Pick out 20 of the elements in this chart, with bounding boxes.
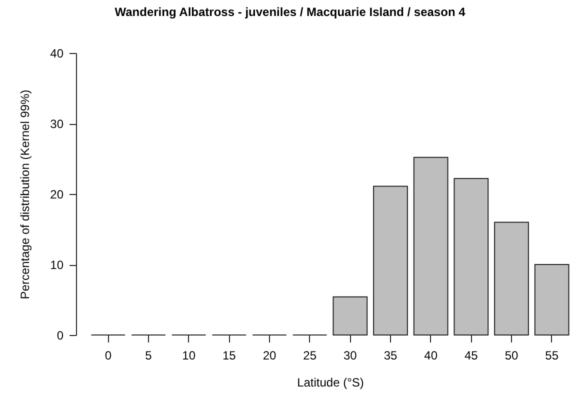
x-tick-label: 25 <box>303 348 317 362</box>
x-tick-label: 10 <box>182 348 196 362</box>
x-tick-label: 50 <box>504 348 518 362</box>
chart-title: Wandering Albatross - juveniles / Macquarie Island / season 4 <box>114 5 466 19</box>
x-tick-label: 35 <box>384 348 398 362</box>
y-tick-label: 0 <box>56 328 64 342</box>
y-tick-label: 40 <box>50 46 64 60</box>
x-tick-label: 5 <box>145 348 152 362</box>
x-tick-label: 15 <box>222 348 236 362</box>
x-tick-label: 0 <box>104 348 112 362</box>
y-tick-label: 20 <box>50 188 64 202</box>
x-tick-label: 30 <box>343 348 358 362</box>
y-tick-label: 30 <box>50 117 64 131</box>
x-tick-label: 20 <box>262 348 276 362</box>
x-tick-label: 45 <box>464 348 478 362</box>
y-axis-title: Percentage of distribution (Kernel 99%) <box>18 90 32 300</box>
y-tick-label: 10 <box>50 258 64 272</box>
x-axis-title: Latitude (°S) <box>297 376 364 390</box>
x-tick-label: 55 <box>545 348 559 362</box>
x-tick-label: 40 <box>424 348 438 362</box>
